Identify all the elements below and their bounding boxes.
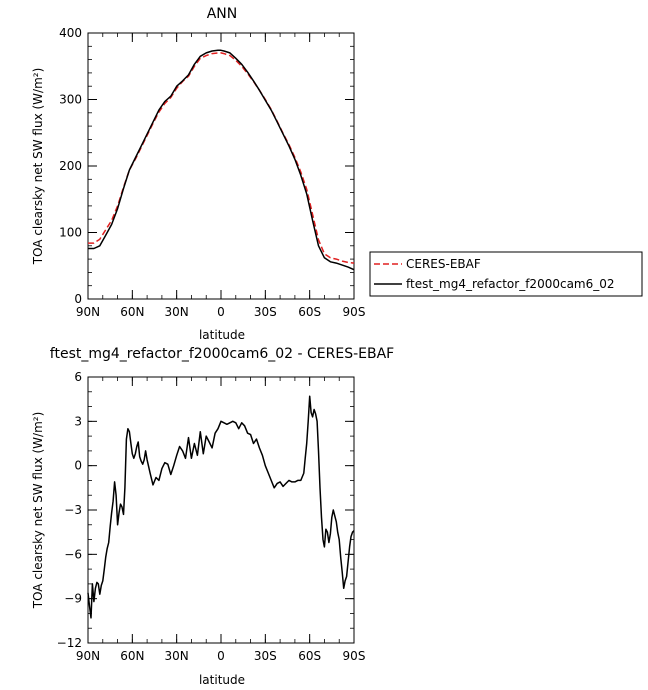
y-tick-label: −9	[64, 592, 82, 606]
bottom-y-axis-label: TOA clearsky net SW flux (W/m²)	[31, 412, 45, 610]
x-tick-label: 30N	[165, 649, 189, 663]
bottom-x-axis-label: latitude	[199, 673, 245, 687]
legend-box	[369, 251, 643, 297]
top-panel-title: ANN	[207, 6, 238, 22]
legend-label-ceres-ebaf: CERES-EBAF	[406, 257, 481, 271]
y-tick-label: −3	[64, 503, 82, 517]
x-tick-label: 90N	[76, 649, 100, 663]
x-tick-label: 60S	[298, 305, 321, 319]
y-tick-label: 6	[74, 370, 82, 384]
top-series-line-1	[88, 49, 355, 271]
bottom-series-lines	[87, 395, 355, 619]
x-tick-label: 90S	[343, 305, 366, 319]
x-tick-label: 90N	[76, 305, 100, 319]
x-tick-label: 0	[217, 305, 225, 319]
top-x-tick-labels: 90N 60N 30N 0 30S 60S 90S	[76, 305, 366, 319]
y-tick-label: −12	[57, 636, 82, 650]
bottom-series-line-0	[87, 395, 355, 619]
top-plot-frame	[87, 32, 355, 300]
top-panel: ANN 0 100 200 300 400 90N 60N 30N 0 30S 60S 90S la…	[31, 6, 643, 342]
x-tick-label: 30S	[254, 649, 277, 663]
x-tick-label: 0	[217, 649, 225, 663]
bottom-y-tick-labels: −12 −9 −6 −3 0 3 6	[57, 370, 82, 650]
top-series-lines	[88, 49, 355, 271]
top-y-axis-label: TOA clearsky net SW flux (W/m²)	[31, 68, 45, 266]
y-tick-label: −6	[64, 547, 82, 561]
top-series-line-0	[88, 52, 355, 264]
y-tick-label: 3	[74, 414, 82, 428]
bottom-panel: ftest_mg4_refactor_f2000cam6_02 - CERES-…	[31, 346, 394, 687]
x-tick-label: 30S	[254, 305, 277, 319]
x-tick-label: 60N	[120, 649, 144, 663]
bottom-plot-frame	[87, 376, 355, 644]
bottom-x-tick-labels: 90N 60N 30N 0 30S 60S 90S	[76, 649, 366, 663]
x-tick-label: 60N	[120, 305, 144, 319]
y-tick-label: 0	[74, 459, 82, 473]
top-x-axis-label: latitude	[199, 328, 245, 342]
x-tick-label: 30N	[165, 305, 189, 319]
bottom-tick-marks	[87, 376, 355, 644]
y-tick-label: 400	[59, 26, 82, 40]
bottom-panel-title: ftest_mg4_refactor_f2000cam6_02 - CERES-…	[50, 346, 394, 362]
legend-label-model: ftest_mg4_refactor_f2000cam6_02	[406, 277, 615, 291]
y-tick-label: 100	[59, 226, 82, 240]
y-tick-label: 0	[74, 292, 82, 306]
y-tick-label: 300	[59, 93, 82, 107]
top-tick-marks	[87, 32, 355, 300]
x-tick-label: 90S	[343, 649, 366, 663]
y-tick-label: 200	[59, 159, 82, 173]
top-y-tick-labels: 0 100 200 300 400	[59, 26, 82, 306]
x-tick-label: 60S	[298, 649, 321, 663]
legend: CERES-EBAF ftest_mg4_refactor_f2000cam6_…	[369, 251, 643, 297]
